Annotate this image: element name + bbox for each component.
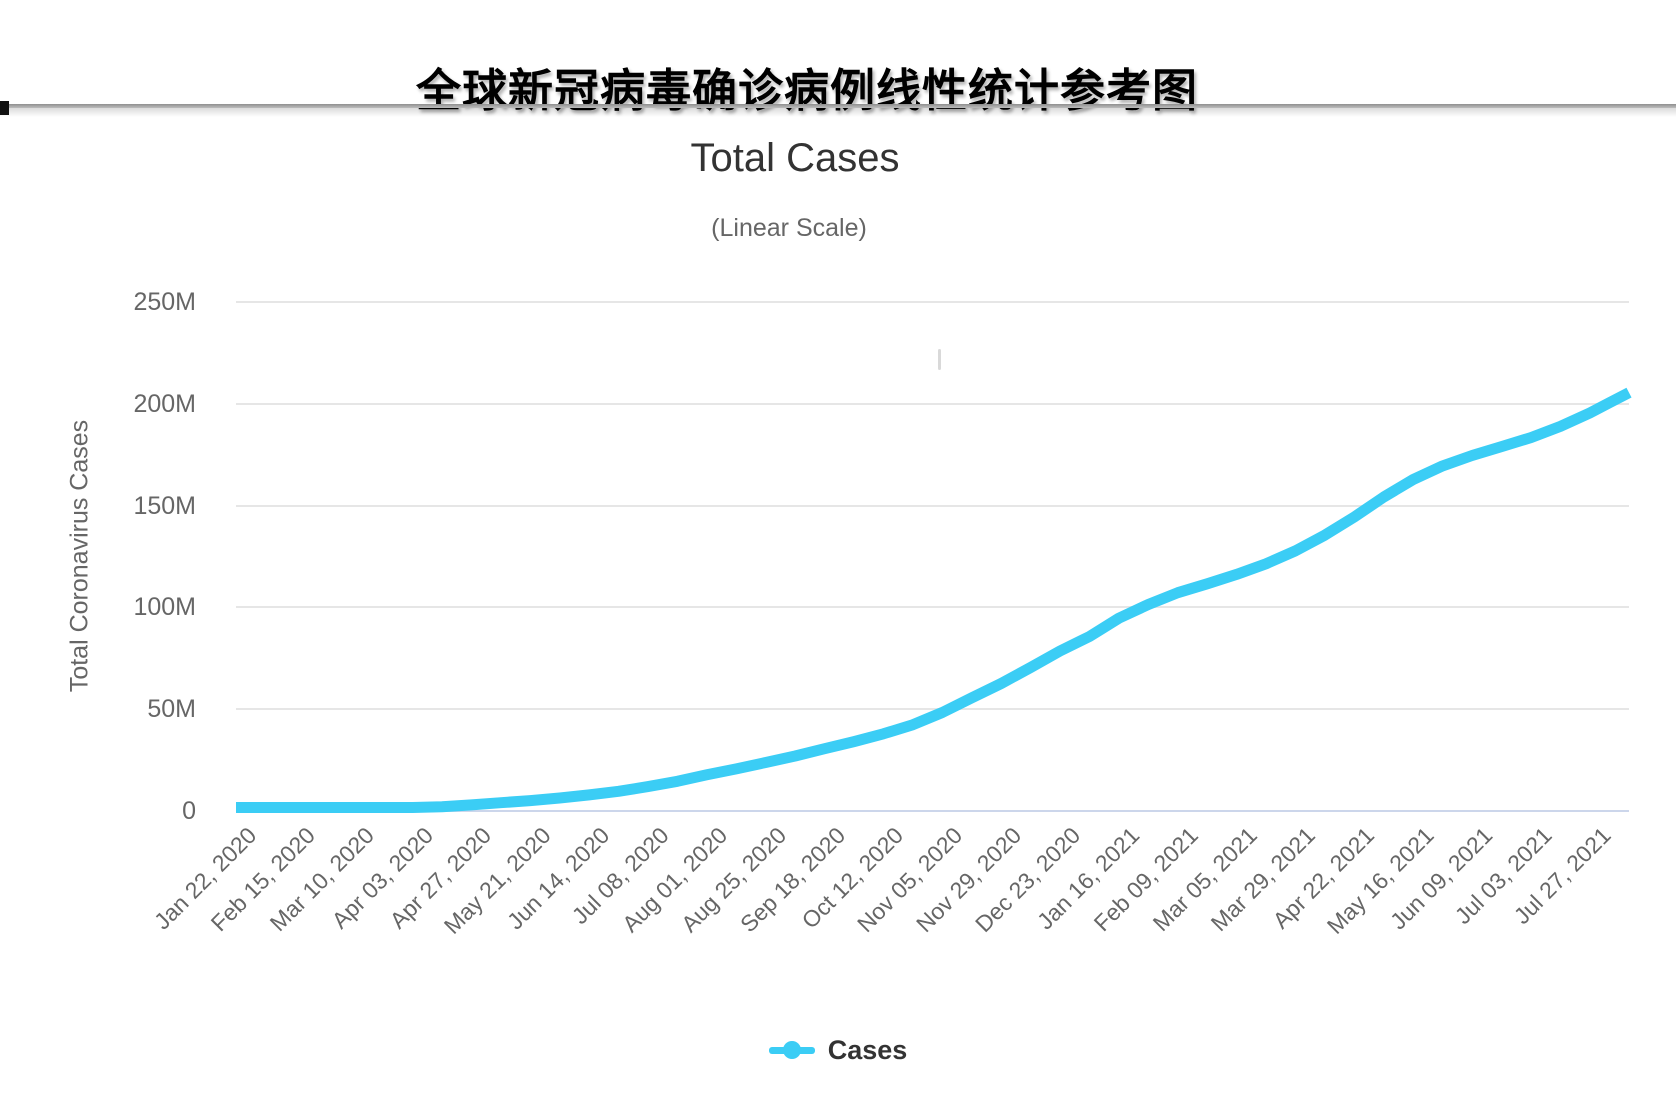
y-tick-label: 200M [133,390,196,418]
cases-line-legend-icon [768,1041,815,1059]
y-grid-line [236,301,1629,303]
legend-marker-dot [782,1041,801,1059]
legend-item-cases[interactable]: Cases [768,1034,908,1066]
y-tick-label: 0 [182,797,196,825]
legend-label: Cases [827,1034,908,1065]
header-divider-notch [0,101,9,115]
legend: Cases [0,1028,1676,1072]
chart-subtitle: (Linear Scale) [711,214,867,242]
chart-title: Total Cases [690,136,900,180]
y-tick-label: 50M [147,695,196,723]
y-grid-line [236,606,1629,608]
x-axis-line [236,810,1629,812]
y-grid-line [236,708,1629,710]
cursor-artifact [938,349,941,370]
y-tick-label: 100M [133,593,196,621]
y-axis-title: Total Coronavirus Cases [65,419,94,693]
y-tick-label: 250M [133,288,196,316]
header-divider-shadow [0,108,1676,117]
cases-series-line [236,387,1632,813]
y-tick-label: 150M [133,492,196,520]
y-grid-line [236,505,1629,507]
y-grid-line [236,403,1629,405]
header-divider [0,104,1676,108]
